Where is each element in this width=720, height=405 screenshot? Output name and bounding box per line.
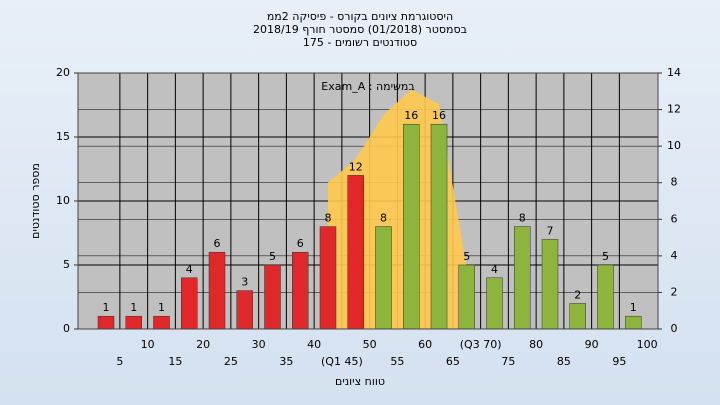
bar [597, 264, 614, 330]
chart-subtitle: סטודנטים רשומים - 175 [303, 36, 417, 49]
x-tick-label: 20 [196, 338, 210, 351]
bar [430, 123, 448, 330]
x-tick-label: 30 [252, 338, 266, 351]
bar [125, 315, 142, 330]
bar [181, 277, 198, 330]
x-tick-label: 80 [529, 338, 543, 351]
y-axis-label: מספר סטודנטים [29, 163, 42, 239]
bar [153, 315, 170, 330]
value-label: 12 [349, 160, 363, 173]
bar [375, 226, 392, 330]
x-tick-label: 75 [501, 355, 515, 368]
plot-border [77, 72, 659, 330]
x-tick-label: (Q1 45) [321, 355, 363, 368]
value-label: 4 [491, 263, 498, 276]
y2-tick-label: 12 [667, 103, 681, 116]
y-tick-label: 5 [63, 258, 70, 271]
x-tick-label: 25 [224, 355, 238, 368]
bar [541, 239, 559, 330]
y2-tick-label: 10 [667, 139, 681, 152]
annotation: במשימה : Exam_A [321, 80, 414, 93]
value-label: 8 [519, 212, 526, 225]
bar [625, 315, 642, 330]
y2-tick-label: 6 [671, 212, 678, 225]
y-tick-label: 15 [56, 130, 70, 143]
bar [347, 175, 364, 330]
x-tick-label: 60 [418, 338, 432, 351]
x-tick-label: 35 [279, 355, 293, 368]
value-label: 8 [325, 212, 332, 225]
bar [569, 303, 586, 330]
value-label: 16 [404, 109, 418, 122]
value-label: 1 [630, 301, 637, 314]
y-tick-label: 0 [63, 322, 70, 335]
bar [97, 315, 115, 330]
x-tick-label: 5 [116, 355, 123, 368]
y2-tick-label: 8 [671, 176, 678, 189]
y-tick-label: 20 [56, 66, 70, 79]
value-label: 1 [130, 301, 137, 314]
value-label: 5 [463, 250, 470, 263]
value-label: 16 [432, 109, 446, 122]
bar [486, 277, 503, 330]
value-label: 3 [241, 276, 248, 289]
x-tick-label: 65 [446, 355, 460, 368]
bar [514, 226, 531, 330]
bar [236, 290, 253, 330]
value-label: 1 [103, 301, 110, 314]
x-tick-label: 90 [585, 338, 599, 351]
x-tick-label: 95 [612, 355, 626, 368]
value-label: 4 [186, 263, 193, 276]
bar [458, 264, 475, 330]
x-tick-label: 85 [557, 355, 571, 368]
bar [264, 264, 281, 330]
value-label: 7 [547, 224, 554, 237]
value-label: 1 [158, 301, 165, 314]
value-label: 6 [214, 237, 221, 250]
bar [208, 251, 226, 330]
bar [292, 251, 309, 330]
value-label: 5 [602, 250, 609, 263]
bar [403, 123, 420, 330]
chart-subtitle: בסמסטר (01/2018) סמסטר חורף 2018/19 [253, 23, 467, 36]
x-tick-label: 55 [390, 355, 404, 368]
y2-tick-label: 4 [671, 249, 678, 262]
x-tick-label: 100 [637, 338, 658, 351]
y2-tick-label: 0 [671, 322, 678, 335]
bar [319, 226, 337, 330]
x-tick-label: 10 [141, 338, 155, 351]
y2-tick-label: 2 [671, 285, 678, 298]
x-tick-label: (Q3 70) [460, 338, 502, 351]
y2-tick-label: 14 [667, 66, 681, 79]
y-tick-label: 10 [56, 194, 70, 207]
value-label: 2 [574, 288, 581, 301]
x-tick-label: 40 [307, 338, 321, 351]
value-label: 5 [269, 250, 276, 263]
x-axis-label: טווח ציונים [335, 375, 385, 388]
chart-title: היסטוגרמת ציונים בקורס - פיסיקה 2ממ [267, 10, 453, 23]
x-tick-label: 50 [363, 338, 377, 351]
value-label: 8 [380, 212, 387, 225]
value-label: 6 [297, 237, 304, 250]
x-tick-label: 15 [168, 355, 182, 368]
